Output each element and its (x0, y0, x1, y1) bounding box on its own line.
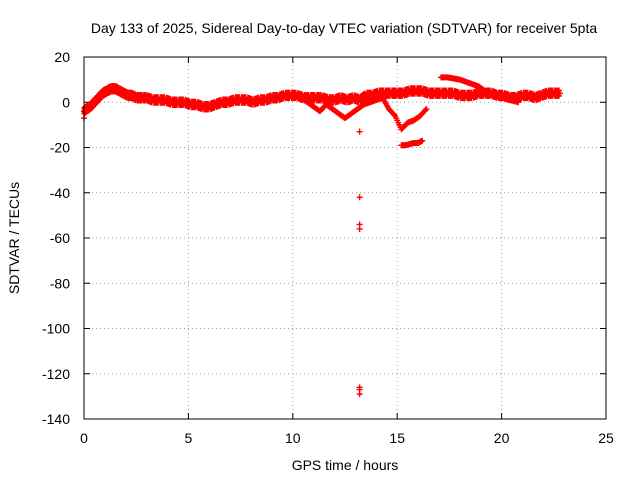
data-point-outliers (356, 194, 363, 201)
y-tick-label: -20 (50, 140, 70, 156)
y-tick-label: -40 (50, 185, 70, 201)
x-tick-label: 20 (494, 430, 510, 446)
y-tick-label: 20 (54, 49, 70, 65)
y-tick-label: -120 (42, 366, 70, 382)
data-point-lower-branches (515, 99, 522, 106)
x-tick-label: 0 (80, 430, 88, 446)
data-point-outliers (356, 225, 363, 232)
x-tick-label: 5 (185, 430, 193, 446)
plot-frame (83, 56, 607, 420)
data-point-lower-branches (422, 107, 429, 114)
x-axis-label: GPS time / hours (292, 457, 399, 473)
data-point-outliers (356, 391, 363, 398)
x-tick-label: 25 (598, 430, 614, 446)
data-point-main (556, 87, 563, 94)
x-tick-label: 10 (285, 430, 301, 446)
grid-lines (84, 57, 606, 419)
data-point-lower-branches (391, 111, 398, 118)
y-tick-label: -100 (42, 321, 70, 337)
data-point-main (556, 92, 563, 99)
y-tick-label: -140 (42, 411, 70, 427)
y-tick-label: -80 (50, 275, 70, 291)
data-points (81, 74, 564, 398)
data-point-main (557, 90, 564, 97)
x-tick-labels: 0 5 10 15 20 25 (80, 430, 614, 446)
chart-title: Day 133 of 2025, Sidereal Day-to-day VTE… (91, 20, 598, 36)
data-point-gap-segment (419, 137, 426, 144)
y-tick-label: -60 (50, 230, 70, 246)
data-point-lower-branches (423, 106, 430, 113)
y-tick-labels: 20 0 -20 -40 -60 -80 -100 -120 -140 (42, 49, 70, 427)
y-tick-label: 0 (62, 94, 70, 110)
x-tick-label: 15 (389, 430, 405, 446)
data-point-outliers (356, 128, 363, 135)
y-axis-label: SDTVAR / TECUs (6, 182, 22, 294)
